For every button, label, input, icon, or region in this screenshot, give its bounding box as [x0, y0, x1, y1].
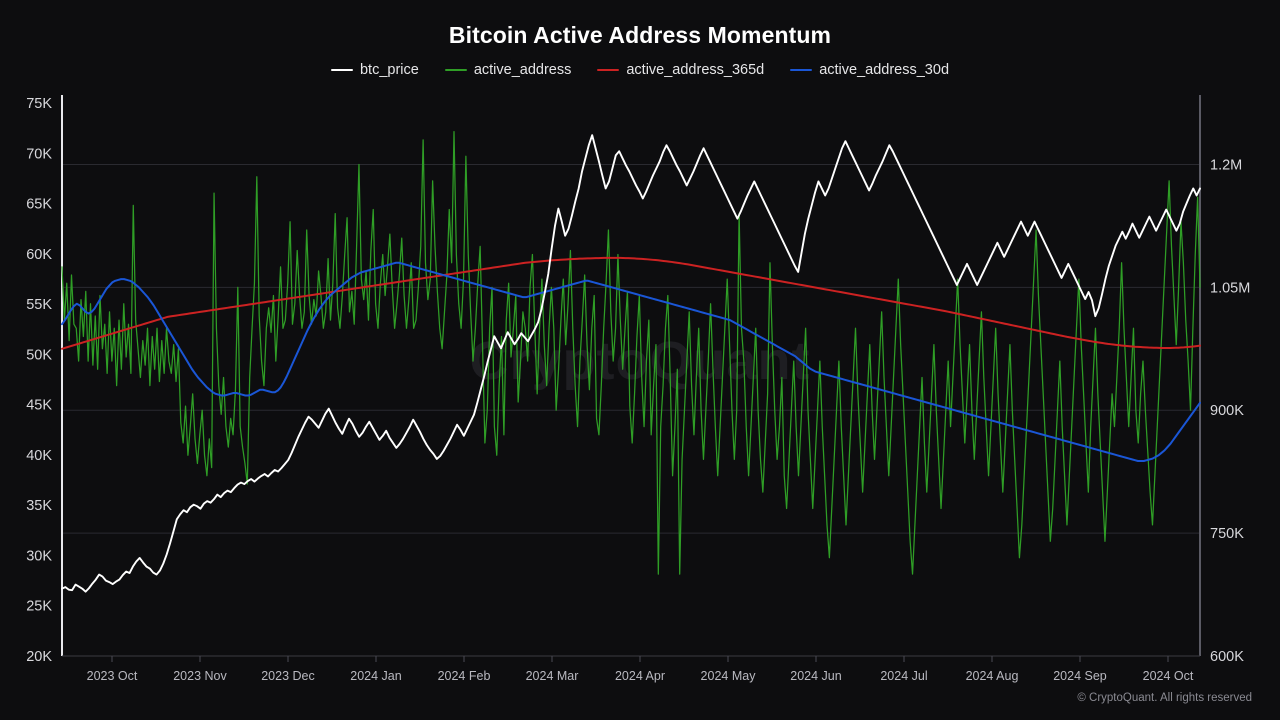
svg-text:900K: 900K: [1210, 403, 1244, 419]
svg-text:70K: 70K: [26, 146, 52, 162]
svg-text:2023 Dec: 2023 Dec: [261, 669, 315, 683]
svg-text:1.2M: 1.2M: [1210, 157, 1242, 173]
copyright-notice: © CryptoQuant. All rights reserved: [1077, 692, 1252, 704]
svg-text:2024 Aug: 2024 Aug: [966, 669, 1019, 683]
svg-text:55K: 55K: [26, 297, 52, 313]
legend-item-active-address-30d[interactable]: active_address_30d: [790, 62, 949, 78]
svg-text:1.05M: 1.05M: [1210, 280, 1250, 296]
legend-item-btc-price[interactable]: btc_price: [330, 62, 419, 78]
chart-legend: btc_price active_address active_address_…: [0, 62, 1280, 78]
svg-text:2024 Feb: 2024 Feb: [438, 669, 491, 683]
y-axis-left-labels: 75K 70K 65K 60K 55K 50K 45K 40K 35K 30K 25K 20K: [26, 96, 52, 665]
svg-text:2024 May: 2024 May: [701, 669, 757, 683]
svg-text:2024 Sep: 2024 Sep: [1053, 669, 1107, 683]
svg-text:2023 Nov: 2023 Nov: [173, 669, 227, 683]
legend-label-active-address-365d: active_address_365d: [626, 62, 765, 78]
series-paths: [61, 131, 1201, 593]
svg-text:2023 Oct: 2023 Oct: [87, 669, 138, 683]
svg-text:25K: 25K: [26, 599, 52, 615]
legend-label-active-address: active_address: [473, 62, 572, 78]
legend-label-btc-price: btc_price: [359, 62, 419, 78]
svg-text:750K: 750K: [1210, 526, 1244, 542]
svg-text:20K: 20K: [26, 649, 52, 665]
svg-text:2024 Mar: 2024 Mar: [526, 669, 579, 683]
svg-text:2024 Oct: 2024 Oct: [1143, 669, 1194, 683]
series-line-btc-price: [61, 134, 1201, 593]
svg-text:45K: 45K: [26, 398, 52, 414]
series-line-active-address-30d: [61, 261, 1201, 463]
svg-text:75K: 75K: [26, 96, 52, 112]
series-line-active-address-365d: [61, 256, 1201, 350]
legend-label-active-address-30d: active_address_30d: [819, 62, 950, 78]
svg-text:60K: 60K: [26, 247, 52, 263]
legend-swatch-active-address: [444, 69, 467, 71]
svg-text:50K: 50K: [26, 347, 52, 363]
svg-text:40K: 40K: [26, 448, 52, 464]
svg-text:2024 Jun: 2024 Jun: [790, 669, 841, 683]
series-line-active-address: [61, 131, 1201, 575]
svg-text:35K: 35K: [26, 498, 52, 514]
legend-item-active-address-365d[interactable]: active_address_365d: [597, 62, 764, 78]
svg-text:600K: 600K: [1210, 649, 1244, 665]
legend-swatch-active-address-365d: [597, 69, 620, 71]
svg-text:2024 Jan: 2024 Jan: [350, 669, 401, 683]
x-axis-labels: 2023 Oct 2023 Nov 2023 Dec 2024 Jan 2024 Feb…: [87, 669, 1194, 683]
svg-text:2024 Jul: 2024 Jul: [880, 669, 927, 683]
x-axis-ticks: [111, 656, 1169, 662]
y-axis-right-labels: 1.2M 1.05M 900K 750K 600K: [1210, 157, 1250, 665]
legend-item-active-address[interactable]: active_address: [444, 62, 572, 78]
svg-text:30K: 30K: [26, 548, 52, 564]
svg-text:65K: 65K: [26, 197, 52, 213]
legend-swatch-btc-price: [330, 69, 353, 71]
legend-swatch-active-address-30d: [790, 69, 813, 71]
chart-title: Bitcoin Active Address Momentum: [448, 22, 832, 48]
svg-text:2024 Apr: 2024 Apr: [615, 669, 665, 683]
gridlines: [62, 163, 1200, 657]
